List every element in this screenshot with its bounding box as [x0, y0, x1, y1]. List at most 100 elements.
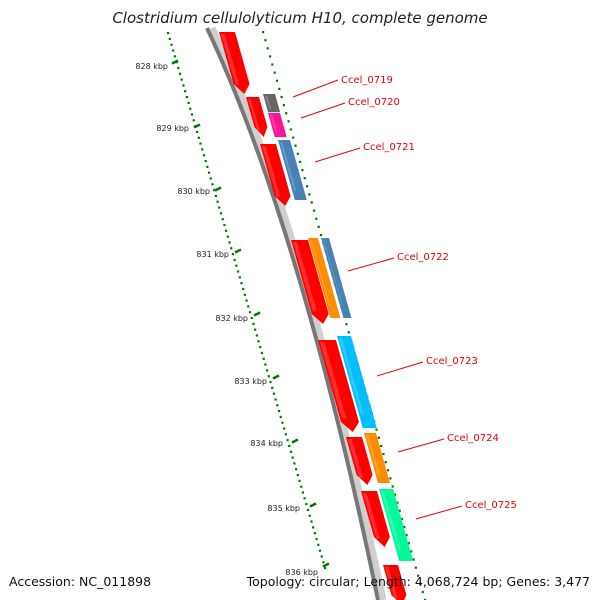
outer-ruler-dot	[278, 87, 281, 90]
outer-ruler-dot	[268, 55, 272, 58]
genome-stats-text: Topology: circular; Length: 4,068,724 bp…	[246, 574, 590, 589]
ruler-dot	[226, 235, 229, 238]
outer-ruler-dot	[393, 493, 397, 496]
gene-block-ccel-0722	[308, 238, 341, 318]
ruler-dot	[231, 252, 235, 256]
svg-text:Ccel_0722: Ccel_0722	[397, 252, 449, 263]
ruler-dot	[276, 404, 279, 407]
ruler-dot	[219, 212, 223, 215]
gene-block-ccel-0723	[337, 336, 377, 428]
ruler-dot	[252, 322, 255, 325]
ruler-tick	[234, 248, 242, 254]
outer-ruler-dot	[400, 517, 404, 521]
ruler-dot	[310, 520, 313, 523]
ruler-dot	[240, 282, 243, 285]
ruler-dot	[211, 183, 214, 186]
ruler-dot	[185, 95, 188, 99]
svg-text:Ccel_0720: Ccel_0720	[348, 97, 400, 108]
ruler-dot	[271, 386, 274, 389]
ruler-dot	[248, 311, 252, 314]
ruler-dot	[312, 526, 315, 529]
outer-ruler-dot	[403, 525, 406, 529]
gene-block-ccel-0720	[268, 113, 287, 137]
gene-block-ccel-0725	[379, 489, 414, 561]
outer-ruler-dot	[275, 79, 279, 82]
outer-ruler-dot	[292, 136, 295, 139]
ruler-dot	[320, 555, 323, 558]
outer-ruler-dot	[301, 168, 304, 172]
outer-ruler-dot	[312, 209, 316, 212]
ruler-dot	[170, 43, 173, 46]
ruler-dot	[245, 299, 248, 302]
outer-ruler-dot	[382, 452, 385, 456]
ruler-dot	[265, 369, 269, 372]
ruler-dot	[281, 421, 284, 424]
ruler-dot	[204, 159, 207, 163]
gene-features	[219, 32, 414, 600]
ruler-dot	[254, 328, 257, 331]
ruler-dot	[264, 363, 267, 366]
outer-ruler-dot	[389, 477, 392, 480]
cds-arrow	[260, 144, 291, 206]
outer-ruler-dot	[315, 217, 318, 220]
ruler-tick-label: 834 kbp	[250, 439, 283, 448]
ruler-dot	[187, 101, 190, 104]
outer-ruler-dot	[421, 590, 424, 594]
ruler-dot	[313, 532, 316, 535]
cds-arrow	[361, 491, 390, 547]
ruler-dot	[305, 503, 308, 506]
cds-arrow	[246, 97, 268, 137]
outer-ruler-dot	[287, 120, 290, 123]
cds-arrow	[346, 437, 373, 485]
ruler-dot	[308, 514, 311, 517]
ruler-tick-label: 836 kbp	[285, 568, 318, 577]
ruler-tick	[171, 59, 179, 65]
ruler-dot	[322, 561, 325, 564]
gene-label-ccel-0725: Ccel_0725	[415, 500, 517, 520]
gene-block-ccel-0724	[364, 433, 390, 483]
ruler-dot	[242, 287, 245, 291]
ruler-dot	[189, 107, 192, 110]
outer-ruler-dot	[412, 558, 415, 561]
outer-ruler-dot	[308, 193, 311, 196]
ruler-dot	[233, 258, 236, 261]
ruler-dot	[218, 206, 221, 209]
outer-ruler-dot	[414, 566, 417, 569]
ruler-tick	[309, 502, 317, 508]
ruler-dot	[236, 270, 240, 273]
outer-ruler-dot	[345, 323, 348, 326]
ruler-dot	[173, 55, 177, 58]
outer-ruler-dot	[285, 112, 288, 115]
ruler-dot	[274, 398, 277, 401]
outer-ruler-dot	[396, 501, 399, 504]
outer-ruler-dot	[305, 185, 309, 188]
ruler-dot	[184, 90, 187, 93]
ruler-tick-label: 835 kbp	[267, 504, 300, 513]
ruler-dot	[177, 66, 180, 70]
ruler-dot	[293, 462, 296, 465]
ruler-dot	[267, 375, 270, 378]
ruler-dot	[223, 223, 226, 227]
ruler-dot	[318, 549, 322, 552]
ruler-dot	[279, 415, 282, 419]
ruler-dot	[306, 508, 310, 512]
outer-ruler-dot	[271, 63, 274, 66]
ruler-dot	[257, 340, 260, 343]
outer-ruler-dot	[377, 436, 380, 439]
outer-ruler-dot	[405, 534, 408, 537]
ruler-dot	[201, 148, 204, 151]
ruler-dot	[269, 380, 272, 384]
outer-ruler-dot	[375, 428, 378, 431]
ruler-dot	[178, 72, 182, 75]
ruler-dot	[300, 485, 303, 488]
ruler-tick	[322, 562, 330, 568]
outer-ruler-dot	[317, 225, 320, 228]
outer-ruler-dot	[299, 160, 302, 164]
ruler-dot	[167, 32, 170, 35]
ruler-dot	[324, 567, 327, 570]
gene-label-ccel-0720: Ccel_0720	[300, 97, 400, 119]
gene-label-ccel-0723: Ccel_0723	[376, 356, 478, 377]
outer-ruler-dot	[410, 550, 413, 553]
gene-label-ccel-0719: Ccel_0719	[292, 75, 393, 98]
